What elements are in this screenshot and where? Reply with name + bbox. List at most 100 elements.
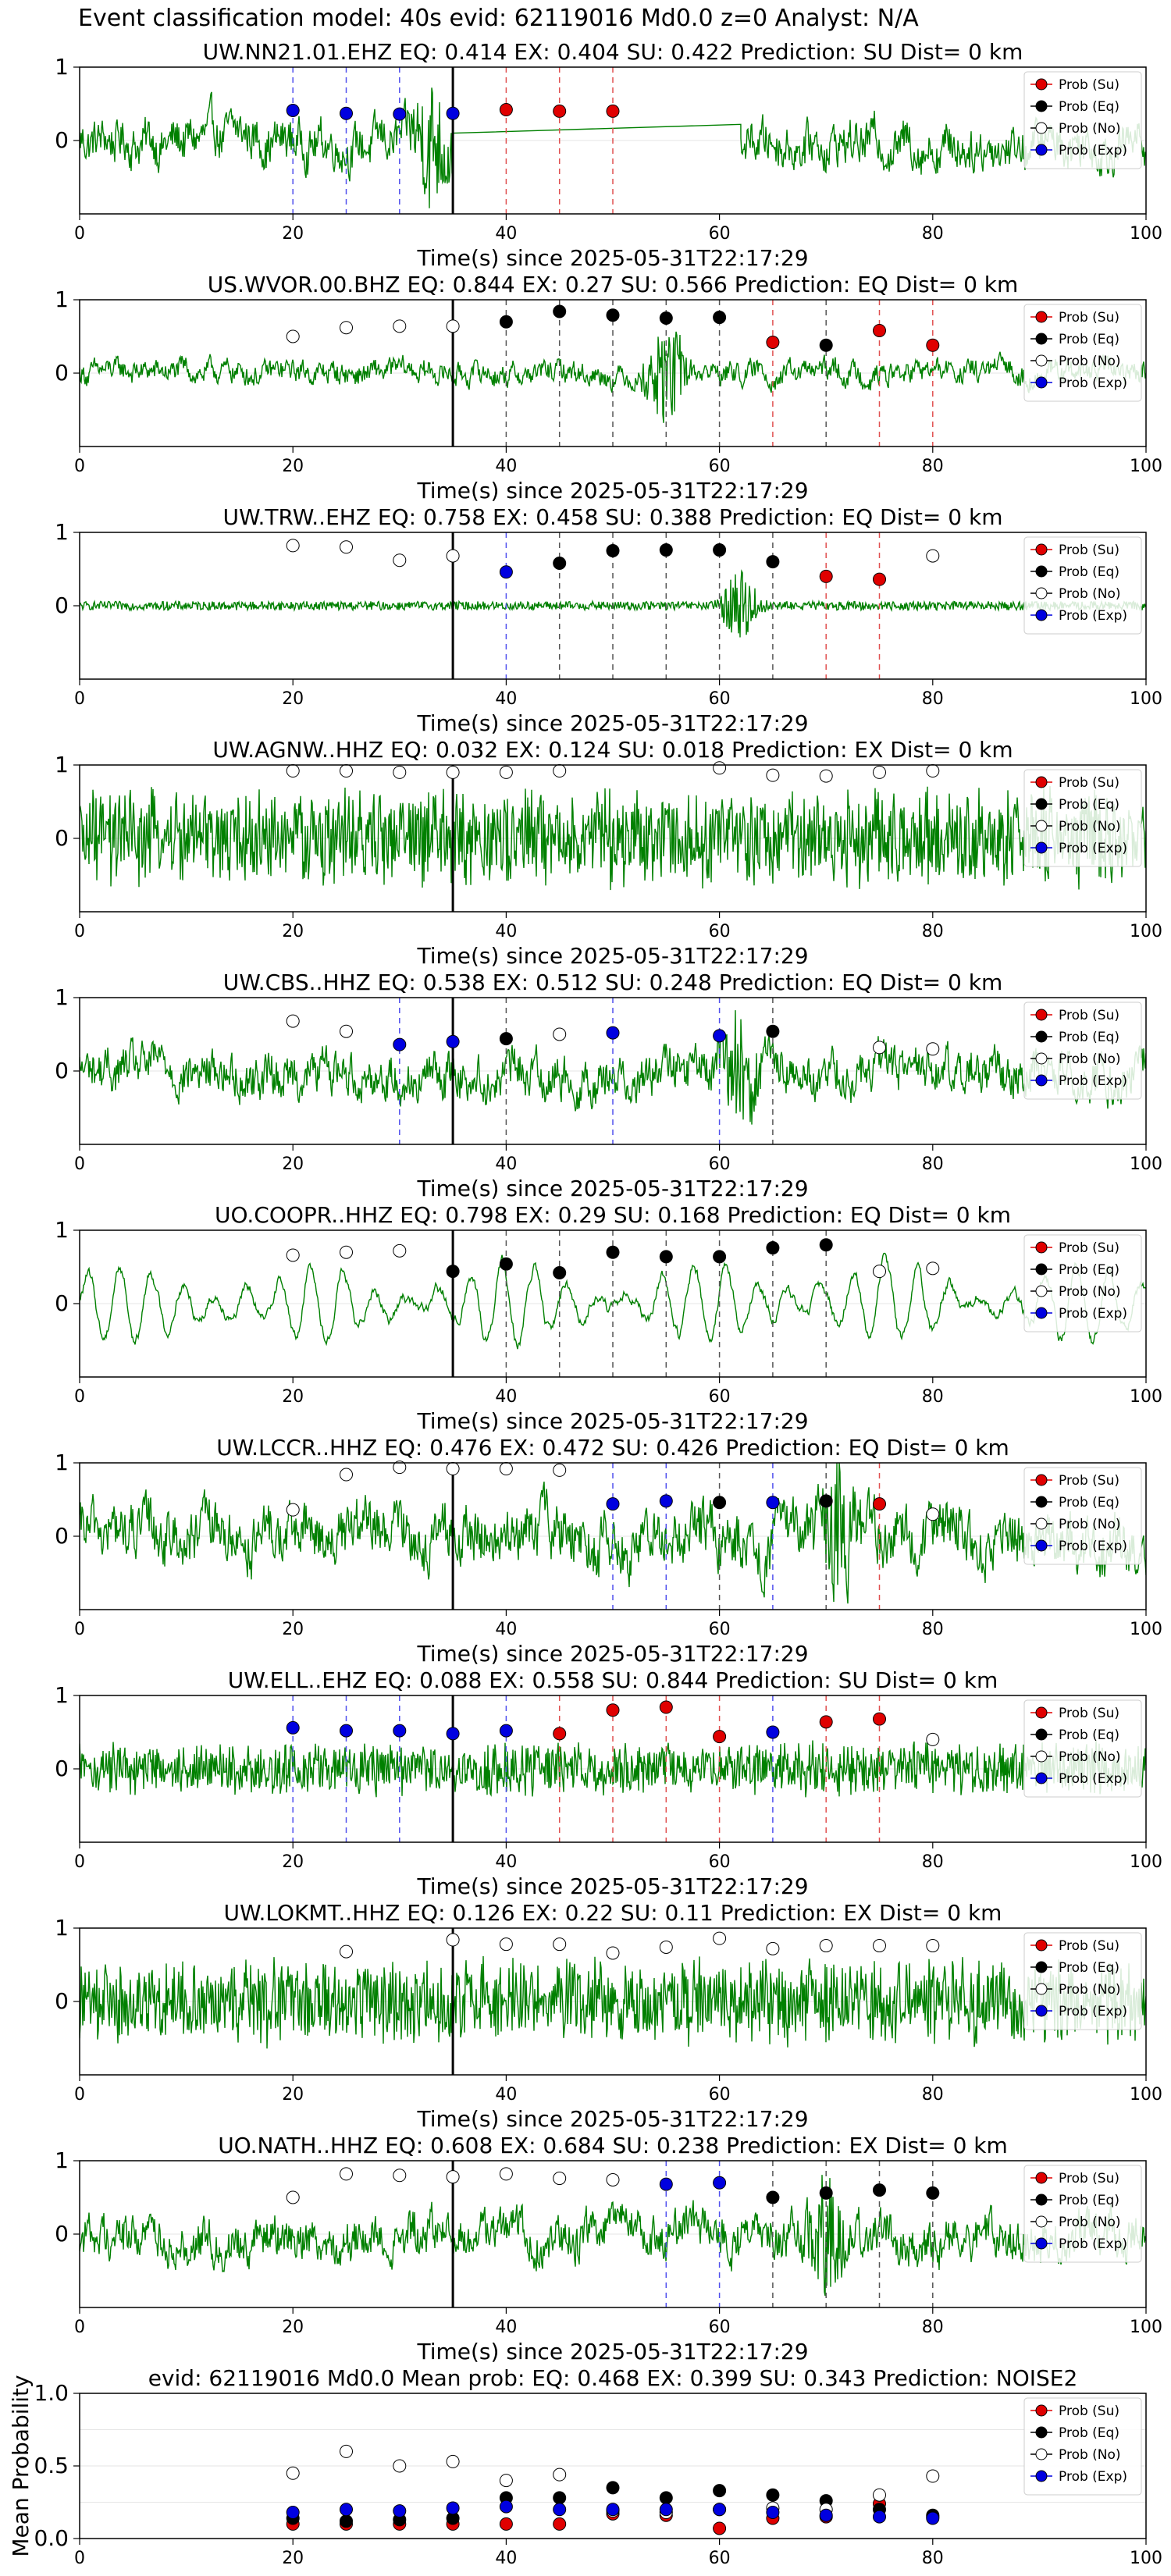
panel-7-point-probno-4 — [499, 1462, 513, 1476]
panel-6-ytick-label-0: 0 — [55, 1290, 69, 1316]
panel-7-xtick-label-4: 80 — [922, 1620, 944, 1639]
panel-6-ytick-label-1: 1 — [55, 1217, 69, 1243]
panel-11-ylabel: Mean Probability — [8, 2375, 34, 2556]
panel-6-xtick-label-3: 60 — [709, 1387, 731, 1407]
panel-9-legend-marker-1 — [1035, 1961, 1048, 1973]
panel-10-xtick-label-4: 80 — [922, 2318, 944, 2337]
panel-11-legend-label-1: Prob (Eq) — [1059, 2425, 1119, 2441]
panel-7-title: UW.LCCR..HHZ EQ: 0.476 EX: 0.472 SU: 0.4… — [216, 1435, 1009, 1461]
panel-2-ytick-label-1: 1 — [55, 286, 69, 312]
panel-7-xtick-label-2: 40 — [495, 1620, 517, 1639]
panel-2-point-probeq-5 — [819, 338, 833, 352]
panel-7-legend-marker-2 — [1035, 1517, 1048, 1530]
panel-1-xtick-label-2: 40 — [495, 224, 517, 244]
panel-1-legend-marker-2 — [1035, 122, 1048, 134]
panel-9-legend-label-2: Prob (No) — [1059, 1982, 1121, 1998]
panel-7-point-probsu-0 — [873, 1497, 886, 1511]
panel-2-point-probeq-0 — [499, 315, 513, 329]
panel-10-xtick-label-2: 40 — [495, 2318, 517, 2337]
panel-8-point-probexp-2 — [393, 1724, 407, 1738]
panel-11-ytick-label-2: 1.0 — [34, 2380, 69, 2406]
panel-3-legend-marker-2 — [1035, 587, 1048, 600]
panel-11-point-probeq-8 — [713, 2484, 727, 2498]
panel-2-point-probsu-1 — [873, 323, 886, 337]
panel-11-point-probeq-7 — [659, 2491, 673, 2505]
panel-2-legend-marker-2 — [1035, 354, 1048, 367]
panel-1-ytick-label-0: 0 — [55, 127, 69, 153]
panel-4-point-probno-8 — [819, 769, 833, 783]
panel-10-xtick-label-0: 0 — [74, 2318, 85, 2337]
panel-11-point-probexp-1 — [340, 2503, 353, 2517]
panel-3-plot-area — [80, 532, 1146, 679]
panel-11-xtick-label-3: 60 — [709, 2549, 731, 2568]
panel-4-xtick-label-5: 100 — [1130, 922, 1162, 941]
panel-6-legend-label-3: Prob (Exp) — [1059, 1306, 1127, 1322]
panel-1-point-probexp-2 — [393, 107, 407, 121]
panel-2-xtick-label-2: 40 — [495, 457, 517, 476]
panel-6-legend-box — [1023, 1234, 1142, 1332]
panel-3-point-probeq-0 — [553, 556, 567, 570]
panel-11-point-probeq-6 — [606, 2481, 620, 2495]
panel-6: UO.COOPR..HHZ EQ: 0.798 EX: 0.29 SU: 0.1… — [55, 1202, 1162, 1434]
panel-7-legend-label-2: Prob (No) — [1059, 1517, 1121, 1532]
panel-11-legend-marker-2 — [1035, 2448, 1048, 2460]
panel-10-waveform — [80, 2175, 1146, 2297]
panel-11-point-probexp-9 — [766, 2506, 780, 2520]
panel-7-xtick-label-0: 0 — [74, 1620, 85, 1639]
panel-7-legend-label-0: Prob (Su) — [1059, 1473, 1119, 1489]
panel-9-legend-label-1: Prob (Eq) — [1059, 1960, 1119, 1976]
panel-9-legend-marker-2 — [1035, 1983, 1048, 1995]
panel-8-point-probsu-5 — [873, 1712, 886, 1726]
panel-11-point-probsu-4 — [499, 2517, 513, 2531]
panel-6-point-probeq-1 — [499, 1257, 513, 1271]
panel-11-point-probeq-9 — [766, 2488, 780, 2502]
panel-4-point-probno-4 — [499, 765, 513, 779]
panel-9-ytick-label-1: 1 — [55, 1915, 69, 1941]
panel-5-legend-box — [1023, 1002, 1142, 1100]
panel-9-xtick-label-4: 80 — [922, 2085, 944, 2105]
panel-8-point-probexp-1 — [340, 1724, 353, 1738]
panel-10-point-probexp-0 — [659, 2177, 673, 2191]
panel-2-xtick-label-5: 100 — [1130, 457, 1162, 476]
panel-8-point-probsu-3 — [713, 1730, 727, 1744]
panel-6-point-probeq-5 — [713, 1250, 727, 1264]
panel-2-xlabel: Time(s) since 2025-05-31T22:17:29 — [416, 478, 808, 503]
panel-5-legend-label-3: Prob (Exp) — [1059, 1073, 1127, 1089]
panel-8-legend-marker-2 — [1035, 1750, 1048, 1763]
panel-9-xtick-label-5: 100 — [1130, 2085, 1162, 2105]
panel-6-title: UO.COOPR..HHZ EQ: 0.798 EX: 0.29 SU: 0.1… — [215, 1202, 1011, 1228]
panel-10-point-probno-2 — [393, 2169, 407, 2183]
panel-11-point-probno-11 — [873, 2488, 886, 2502]
panel-11-point-probexp-10 — [819, 2508, 833, 2522]
panel-8-point-probexp-3 — [446, 1727, 460, 1741]
panel-1-legend-label-3: Prob (Exp) — [1059, 143, 1127, 158]
panel-2-legend-marker-3 — [1035, 376, 1048, 389]
panel-4-xtick-label-2: 40 — [495, 922, 517, 941]
panel-11-point-probexp-7 — [659, 2503, 673, 2517]
panel-9-xtick-label-0: 0 — [74, 2085, 85, 2105]
panel-5-legend-marker-3 — [1035, 1074, 1048, 1087]
panel-11-point-probexp-2 — [393, 2504, 407, 2518]
panel-7-point-probno-0 — [286, 1503, 300, 1517]
panel-3-xtick-label-2: 40 — [495, 689, 517, 709]
panel-2-point-probeq-2 — [606, 308, 620, 322]
panel-5-ytick-label-0: 0 — [55, 1058, 69, 1083]
panel-6-point-probeq-3 — [606, 1245, 620, 1259]
panel-11-point-probno-4 — [499, 2474, 513, 2488]
panel-3-legend-box — [1023, 536, 1142, 635]
panel-8-xtick-label-4: 80 — [922, 1852, 944, 1872]
panel-3-point-probeq-1 — [606, 544, 620, 557]
panel-4-point-probno-9 — [873, 765, 886, 779]
panel-11-point-probeq-1 — [340, 2514, 353, 2528]
panel-1: UW.NN21.01.EHZ EQ: 0.414 EX: 0.404 SU: 0… — [55, 39, 1162, 271]
panel-10-point-probeq-0 — [766, 2190, 780, 2204]
panel-2-legend-marker-1 — [1035, 333, 1048, 345]
panel-6-legend-marker-0 — [1035, 1241, 1048, 1254]
panel-4-ytick-label-0: 0 — [55, 825, 69, 851]
panel-7: UW.LCCR..HHZ EQ: 0.476 EX: 0.472 SU: 0.4… — [55, 1435, 1162, 1667]
panel-5-legend-marker-2 — [1035, 1052, 1048, 1065]
panel-5-legend-label-1: Prob (Eq) — [1059, 1030, 1119, 1045]
panel-9-xlabel: Time(s) since 2025-05-31T22:17:29 — [416, 2106, 808, 2132]
panel-6-xtick-label-5: 100 — [1130, 1387, 1162, 1407]
